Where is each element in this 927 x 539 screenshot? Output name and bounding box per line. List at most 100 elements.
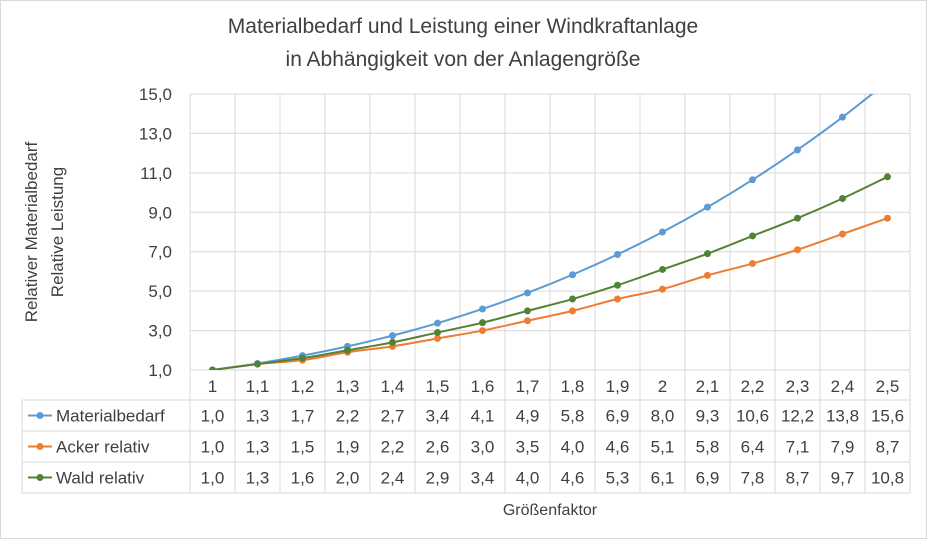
table-cell-value: 1,9 xyxy=(336,438,360,457)
legend-key-marker xyxy=(36,474,44,481)
table-cell-value: 8,0 xyxy=(651,407,675,426)
data-point xyxy=(254,360,261,368)
x-tick-label: 1,1 xyxy=(246,377,270,396)
table-cell-value: 9,3 xyxy=(696,407,720,426)
data-point xyxy=(344,346,351,354)
data-point xyxy=(389,332,396,340)
table-cell-value: 13,8 xyxy=(826,407,859,426)
table-cell-value: 1,7 xyxy=(291,407,315,426)
x-tick-label: 1 xyxy=(208,377,217,396)
data-point xyxy=(659,285,666,293)
legend-series-name: Materialbedarf xyxy=(56,407,165,426)
data-point xyxy=(389,338,396,346)
table-cell-value: 2,4 xyxy=(381,469,405,488)
x-tick-label: 1,8 xyxy=(561,377,585,396)
table-cell-value: 2,7 xyxy=(381,407,405,426)
data-point xyxy=(659,265,666,273)
table-cell-value: 8,7 xyxy=(786,469,810,488)
data-point xyxy=(524,289,531,297)
table-cell-value: 1,3 xyxy=(246,438,270,457)
table-cell-value: 5,8 xyxy=(696,438,720,457)
x-tick-label: 1,6 xyxy=(471,377,495,396)
table-cell-value: 7,1 xyxy=(786,438,810,457)
data-point xyxy=(299,354,306,362)
table-cell-value: 5,3 xyxy=(606,469,630,488)
data-point xyxy=(884,173,891,181)
x-tick-label: 1,3 xyxy=(336,377,360,396)
data-point xyxy=(839,230,846,238)
table-cell-value: 4,6 xyxy=(561,469,585,488)
x-tick-label: 2 xyxy=(658,377,667,396)
table-cell-value: 8,7 xyxy=(876,438,900,457)
data-point xyxy=(749,232,756,240)
data-point xyxy=(794,246,801,254)
table-cell-value: 2,9 xyxy=(426,469,450,488)
table-cell-value: 4,1 xyxy=(471,407,495,426)
table-cell-value: 10,6 xyxy=(736,407,769,426)
data-point xyxy=(614,250,621,258)
table-cell-value: 1,3 xyxy=(246,469,270,488)
x-tick-label: 2,1 xyxy=(696,377,720,396)
table-cell-value: 7,8 xyxy=(741,469,765,488)
table-cell-value: 12,2 xyxy=(781,407,814,426)
series-line xyxy=(212,94,874,370)
table-cell-value: 3,0 xyxy=(471,438,495,457)
data-point xyxy=(524,307,531,315)
table-cell-value: 2,2 xyxy=(381,438,405,457)
series-line xyxy=(212,217,888,370)
data-point xyxy=(569,307,576,315)
data-point xyxy=(434,329,441,337)
data-point xyxy=(479,305,486,313)
x-tick-label: 1,9 xyxy=(606,377,630,396)
x-tick-label: 2,3 xyxy=(786,377,810,396)
data-point xyxy=(794,214,801,222)
table-cell-value: 6,9 xyxy=(696,469,720,488)
data-point xyxy=(839,194,846,202)
table-cell-value: 6,1 xyxy=(651,469,675,488)
data-point xyxy=(524,317,531,325)
series-line xyxy=(212,175,888,370)
data-point xyxy=(569,271,576,279)
table-cell-value: 7,9 xyxy=(831,438,855,457)
table-cell-value: 4,9 xyxy=(516,407,540,426)
data-point xyxy=(839,113,846,121)
table-cell-value: 10,8 xyxy=(871,469,904,488)
data-point xyxy=(749,176,756,184)
data-point xyxy=(209,366,216,370)
y-tick-label: 11,0 xyxy=(140,164,172,183)
y-tick-label: 7,0 xyxy=(148,243,172,262)
x-tick-label: 1,5 xyxy=(426,377,450,396)
table-cell-value: 1,5 xyxy=(291,438,315,457)
x-tick-label: 1,7 xyxy=(516,377,540,396)
table-cell-value: 5,8 xyxy=(561,407,585,426)
table-cell-value: 9,7 xyxy=(831,469,855,488)
table-cell-value: 3,4 xyxy=(471,469,495,488)
table-cell-value: 2,0 xyxy=(336,469,360,488)
x-tick-label: 2,2 xyxy=(741,377,765,396)
data-point xyxy=(614,295,621,303)
table-cell-value: 4,0 xyxy=(516,469,540,488)
data-point xyxy=(434,319,441,327)
data-point xyxy=(614,281,621,289)
data-point xyxy=(659,228,666,236)
legend-key-marker xyxy=(36,443,44,450)
legend-key-marker xyxy=(36,412,44,419)
table-cell-value: 2,6 xyxy=(426,438,450,457)
table-cell-value: 2,2 xyxy=(336,407,360,426)
table-cell-value: 1,0 xyxy=(201,469,225,488)
table-cell-value: 1,6 xyxy=(291,469,315,488)
y-tick-label: 1,0 xyxy=(148,361,172,380)
data-point xyxy=(479,327,486,335)
x-tick-label: 2,4 xyxy=(831,377,855,396)
data-point xyxy=(569,295,576,303)
y-tick-label: 3,0 xyxy=(148,322,172,341)
table-cell-value: 1,0 xyxy=(201,438,225,457)
legend-series-name: Acker relativ xyxy=(56,438,150,457)
data-point xyxy=(884,214,891,222)
table-cell-value: 4,0 xyxy=(561,438,585,457)
x-tick-label: 1,4 xyxy=(381,377,405,396)
x-axis-label: Größenfaktor xyxy=(503,502,598,519)
table-cell-value: 4,6 xyxy=(606,438,630,457)
